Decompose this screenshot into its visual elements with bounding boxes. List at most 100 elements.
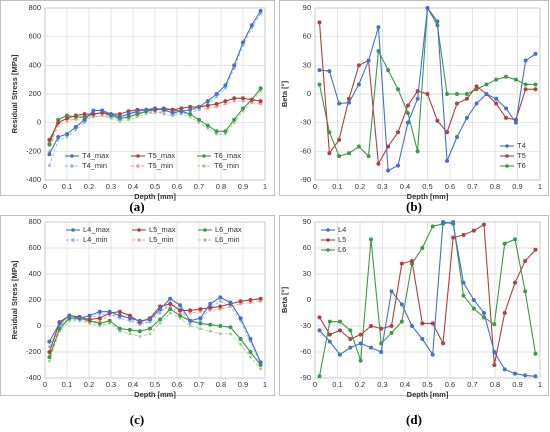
data-point bbox=[206, 106, 210, 110]
legend-label: T5_max bbox=[148, 151, 175, 160]
data-point bbox=[229, 305, 232, 308]
x-tick-label: 1 bbox=[538, 380, 542, 389]
data-point bbox=[396, 163, 401, 168]
data-point bbox=[327, 151, 332, 156]
data-point bbox=[171, 114, 175, 117]
y-tick-label: 600 bbox=[28, 243, 41, 252]
x-tick-label: 0.4 bbox=[400, 182, 410, 191]
data-point bbox=[494, 101, 499, 106]
data-point bbox=[238, 316, 243, 321]
data-point bbox=[337, 319, 342, 324]
data-point bbox=[68, 319, 71, 323]
data-point bbox=[208, 309, 212, 312]
x-tick-label: 0.5 bbox=[150, 182, 160, 191]
legend-marker bbox=[326, 238, 330, 242]
data-point bbox=[533, 351, 538, 356]
data-point bbox=[168, 305, 172, 308]
data-point bbox=[78, 319, 81, 323]
x-axis-title: Depth [mm] bbox=[134, 192, 176, 201]
data-point bbox=[87, 317, 92, 322]
data-point bbox=[65, 113, 69, 118]
data-point bbox=[258, 86, 263, 91]
legend-label: L5_min bbox=[149, 235, 174, 244]
data-point bbox=[73, 113, 78, 118]
data-point bbox=[138, 335, 142, 338]
data-point bbox=[258, 8, 263, 13]
y-tick-label: -30 bbox=[300, 321, 311, 330]
data-point bbox=[161, 107, 166, 112]
data-point bbox=[425, 92, 430, 96]
data-point bbox=[430, 224, 435, 229]
data-point bbox=[327, 332, 332, 337]
data-point bbox=[337, 352, 342, 357]
data-point bbox=[523, 259, 528, 263]
data-point bbox=[127, 327, 132, 332]
data-point bbox=[445, 158, 450, 163]
data-point bbox=[214, 92, 219, 96]
data-point bbox=[57, 321, 62, 326]
data-point bbox=[430, 321, 435, 326]
data-point bbox=[435, 118, 440, 123]
x-axis-title: Depth [mm] bbox=[407, 390, 449, 399]
data-point bbox=[47, 152, 52, 157]
data-point bbox=[56, 117, 61, 122]
data-point bbox=[513, 120, 518, 125]
data-point bbox=[82, 112, 87, 117]
legend-marker bbox=[137, 238, 141, 242]
data-point bbox=[513, 371, 518, 376]
panel-label: (d) bbox=[406, 412, 422, 427]
legend-label: T5 bbox=[517, 151, 526, 160]
data-point bbox=[107, 318, 112, 323]
data-point bbox=[317, 68, 322, 73]
data-point bbox=[249, 355, 252, 359]
data-point bbox=[445, 92, 450, 96]
x-tick-label: 0.2 bbox=[355, 182, 365, 191]
data-point bbox=[425, 6, 430, 10]
data-point bbox=[188, 311, 192, 315]
x-tick-label: 0.3 bbox=[106, 380, 116, 389]
data-point bbox=[346, 100, 351, 105]
data-point bbox=[180, 112, 183, 116]
data-point bbox=[47, 137, 52, 142]
data-point bbox=[259, 299, 262, 303]
data-point bbox=[399, 302, 404, 307]
x-axis-title: Depth [mm] bbox=[134, 390, 176, 399]
y-tick-label: 60 bbox=[303, 243, 311, 252]
data-point bbox=[386, 168, 391, 173]
data-point bbox=[241, 109, 245, 113]
x-tick-label: 0.6 bbox=[172, 380, 182, 389]
data-point bbox=[356, 82, 361, 87]
data-point bbox=[87, 313, 92, 318]
data-point bbox=[223, 129, 228, 134]
data-point bbox=[481, 311, 486, 315]
data-point bbox=[259, 367, 262, 371]
data-point bbox=[445, 130, 450, 135]
data-point bbox=[117, 313, 122, 318]
data-point bbox=[399, 319, 404, 324]
data-point bbox=[65, 132, 69, 137]
y-tick-label: -200 bbox=[26, 146, 41, 155]
legend-marker bbox=[326, 248, 330, 252]
data-point bbox=[513, 77, 518, 82]
panel-frame bbox=[279, 215, 549, 396]
data-point bbox=[471, 228, 476, 233]
data-point bbox=[97, 321, 102, 326]
data-point bbox=[366, 154, 371, 159]
legend-label: T5_min bbox=[148, 161, 173, 170]
data-point bbox=[109, 112, 113, 117]
data-point bbox=[205, 99, 210, 104]
data-point bbox=[135, 109, 140, 114]
x-tick-label: 0.7 bbox=[467, 380, 477, 389]
data-point bbox=[241, 40, 245, 45]
data-point bbox=[348, 337, 353, 341]
data-point bbox=[430, 352, 435, 357]
data-point bbox=[224, 86, 227, 90]
data-point bbox=[83, 121, 86, 125]
data-point bbox=[464, 96, 469, 101]
legend-label: L5 bbox=[338, 235, 346, 244]
data-point bbox=[259, 102, 262, 106]
data-point bbox=[415, 149, 420, 154]
y-tick-label: 0 bbox=[37, 321, 41, 330]
data-point bbox=[108, 322, 112, 325]
legend-label: L4_min bbox=[83, 235, 108, 244]
